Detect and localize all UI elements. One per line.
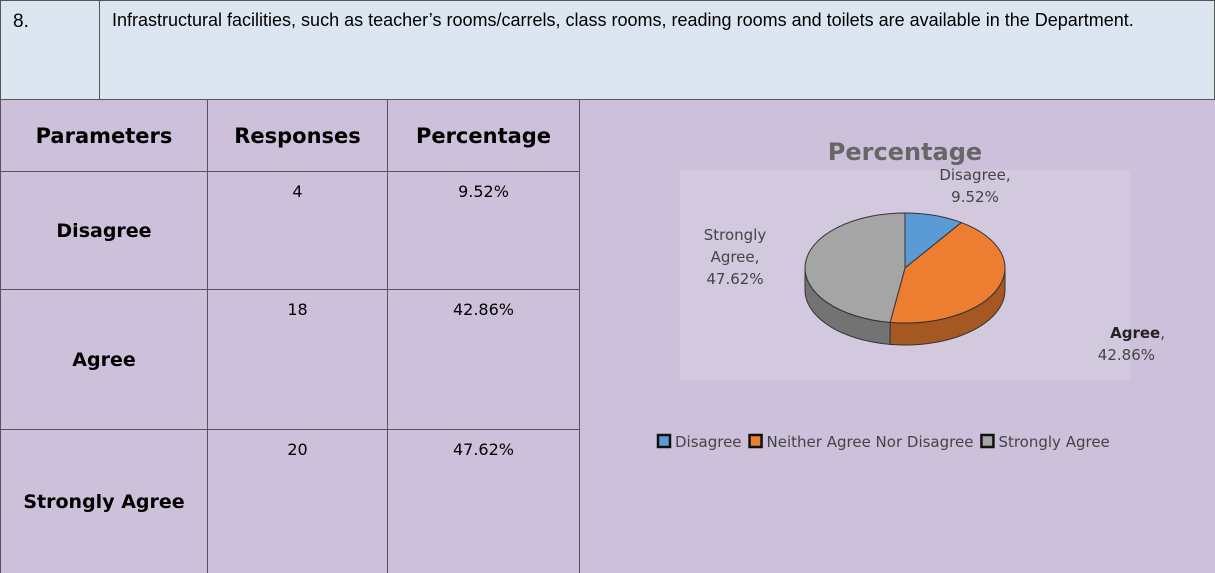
slice-value: 47.62% <box>706 270 763 288</box>
chart: Percentage Disagree, 9.52% Agree, 42.86% Str… <box>580 100 1215 573</box>
slice-category: Strongly <box>704 226 767 244</box>
slice-label: Strongly <box>704 226 767 244</box>
pie-slice <box>804 212 906 323</box>
column-header: Parameters <box>0 100 208 172</box>
parameter-cell: Agree <box>0 290 208 430</box>
slice-category: Agree <box>711 248 755 266</box>
separator: , <box>755 248 760 266</box>
percentage-cell: 47.62% <box>388 430 580 573</box>
parameter-cell: Strongly Agree <box>0 430 208 573</box>
responses-cell: 18 <box>208 290 388 430</box>
slice-label: Disagree, <box>939 166 1010 184</box>
slice-label: Agree, <box>1110 324 1165 342</box>
column-header: Responses <box>208 100 388 172</box>
legend-label: Disagree <box>675 433 742 451</box>
column-header: Percentage <box>388 100 580 172</box>
pie-slice <box>889 221 1006 324</box>
separator: , <box>1006 166 1011 184</box>
slice-value: 42.86% <box>1098 346 1155 364</box>
slice-value: 9.52% <box>951 188 999 206</box>
legend-swatch <box>980 433 995 449</box>
legend-label: Strongly Agree <box>998 433 1109 451</box>
responses-cell: 20 <box>208 430 388 573</box>
separator: , <box>1160 324 1165 342</box>
legend-label: Neither Agree Nor Disagree <box>767 433 974 451</box>
slice-category: Disagree <box>939 166 1006 184</box>
chart-title: Percentage <box>828 138 982 166</box>
legend-swatch <box>748 433 763 449</box>
item-number: 8. <box>0 0 100 100</box>
legend-swatch <box>656 433 672 449</box>
responses-cell: 4 <box>208 172 388 290</box>
parameter-cell: Disagree <box>0 172 208 290</box>
slice-category: Agree <box>1110 324 1160 342</box>
item-text: Infrastructural facilities, such as teac… <box>100 0 1215 100</box>
percentage-cell: 9.52% <box>388 172 580 290</box>
percentage-cell: 42.86% <box>388 290 580 430</box>
slice-label: Agree, <box>711 248 760 266</box>
